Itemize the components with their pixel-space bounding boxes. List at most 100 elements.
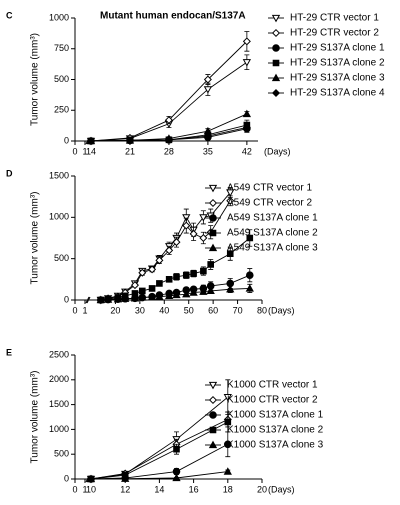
- legend-label: HT-29 S137A clone 4: [290, 88, 385, 99]
- legend-label: K1000 CTR vector 1: [227, 380, 318, 391]
- x-tick-label: 0: [72, 146, 77, 156]
- legend-marker: [272, 59, 280, 67]
- marker: [207, 261, 215, 268]
- x-tick-label: 16: [189, 484, 199, 494]
- y-tick-label: 1500: [49, 399, 69, 409]
- marker: [155, 292, 164, 300]
- marker: [242, 37, 251, 46]
- legend-marker: [208, 440, 218, 449]
- y-axis-label: Tumor volume (mm³): [30, 33, 41, 126]
- marker: [245, 284, 254, 292]
- marker: [148, 285, 156, 292]
- legend-marker: [271, 73, 281, 82]
- marker: [173, 445, 180, 453]
- x-axis-label: (Days): [268, 305, 295, 315]
- marker: [86, 474, 96, 483]
- legend-label: A549 CTR vector 2: [227, 198, 312, 209]
- legend-label: HT-29 S137A clone 3: [290, 73, 385, 84]
- marker: [182, 271, 190, 279]
- marker: [138, 287, 146, 295]
- marker: [226, 250, 234, 258]
- legend-marker: [271, 14, 281, 23]
- y-tick-label: 2500: [49, 349, 69, 359]
- x-tick-label: 1: [82, 305, 87, 315]
- y-tick-label: 1500: [49, 170, 69, 180]
- x-axis-label: (Days): [264, 146, 291, 156]
- x-tick-label: 14: [154, 484, 164, 494]
- x-tick-label: 14: [86, 146, 96, 156]
- x-tick-label: 0: [72, 305, 77, 315]
- y-tick-label: 500: [54, 74, 69, 84]
- legend-label: K1000 S137A clone 3: [227, 440, 324, 451]
- series-line: [100, 237, 251, 301]
- marker: [155, 256, 164, 265]
- marker: [203, 86, 213, 94]
- y-tick-label: 0: [64, 294, 69, 304]
- series-line: [90, 471, 228, 480]
- x-tick-label: 12: [120, 484, 130, 494]
- x-tick-label: 28: [164, 146, 174, 156]
- legend-label: A549 CTR vector 1: [227, 183, 312, 194]
- marker: [189, 288, 198, 296]
- axis-break: [85, 296, 90, 304]
- y-tick-label: 1000: [49, 12, 69, 22]
- marker: [223, 394, 232, 402]
- marker: [165, 246, 174, 255]
- series-line: [90, 396, 229, 480]
- y-tick-label: 500: [54, 449, 69, 459]
- marker: [242, 59, 252, 67]
- legend-marker: [208, 184, 218, 193]
- marker: [130, 294, 140, 302]
- marker: [224, 440, 232, 448]
- x-tick-label: 30: [135, 305, 145, 315]
- marker: [203, 75, 212, 84]
- marker: [165, 291, 174, 300]
- marker: [164, 135, 173, 144]
- legend-label: K1000 S137A clone 1: [227, 410, 324, 421]
- marker: [206, 286, 215, 295]
- marker: [103, 295, 113, 303]
- marker: [223, 467, 232, 475]
- x-tick-label: 35: [203, 146, 213, 156]
- legend-marker: [272, 44, 280, 52]
- marker: [182, 214, 191, 222]
- legend-label: HT-29 CTR vector 2: [290, 28, 379, 39]
- y-tick-label: 250: [54, 105, 69, 115]
- series-line: [90, 421, 229, 480]
- y-axis-label: Tumor volume (mm³): [30, 192, 41, 285]
- marker: [182, 289, 191, 298]
- marker: [189, 229, 198, 238]
- marker: [156, 280, 163, 287]
- marker: [242, 123, 251, 132]
- marker: [182, 221, 191, 230]
- marker: [242, 109, 252, 118]
- x-tick-label: 60: [208, 305, 218, 315]
- y-tick-label: 750: [54, 43, 69, 53]
- marker: [86, 136, 96, 146]
- marker: [172, 290, 181, 299]
- marker: [165, 276, 173, 283]
- legend-marker: [208, 381, 218, 390]
- panel-label: E: [6, 347, 12, 357]
- x-tick-label: 1: [82, 484, 87, 494]
- legend-marker: [209, 426, 217, 434]
- marker: [200, 267, 207, 275]
- x-tick-label: 21: [125, 146, 135, 156]
- marker: [113, 294, 123, 303]
- marker: [226, 284, 235, 293]
- series-line: [90, 61, 248, 142]
- x-tick-label: 20: [110, 305, 120, 315]
- x-axis-label: (Days): [268, 484, 295, 494]
- series-line: [90, 419, 228, 480]
- legend-label: A549 S137A clone 1: [227, 213, 318, 224]
- axis-break: [86, 296, 91, 304]
- legend-marker: [209, 214, 217, 222]
- marker: [203, 132, 212, 141]
- marker: [121, 294, 130, 302]
- panel-label: C: [6, 10, 13, 20]
- x-tick-label: 1: [82, 146, 87, 156]
- marker: [138, 268, 147, 277]
- marker: [173, 273, 180, 281]
- y-tick-label: 1000: [49, 424, 69, 434]
